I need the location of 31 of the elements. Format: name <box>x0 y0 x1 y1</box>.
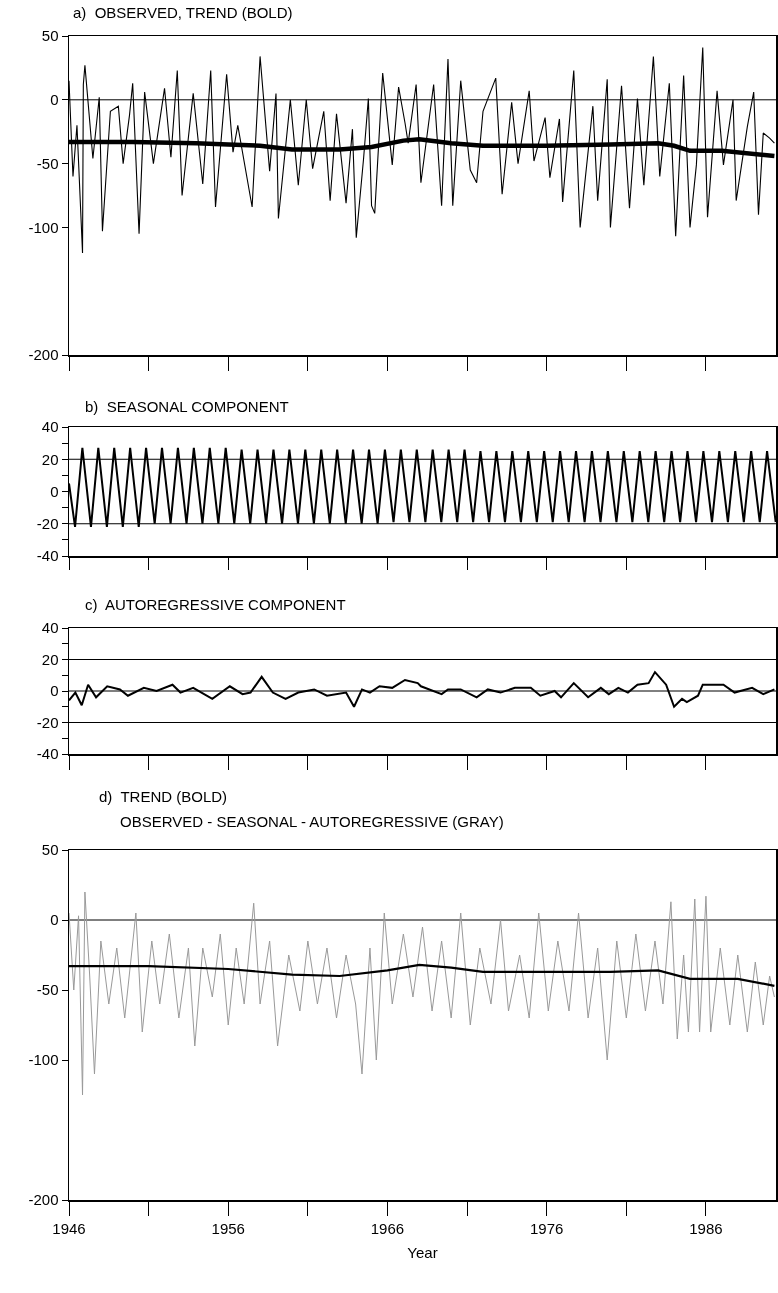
chart-subtitle: OBSERVED - SEASONAL - AUTOREGRESSIVE (GRAY) <box>120 813 504 830</box>
y-tick-label: 40 <box>41 418 59 436</box>
y-tick-label: 0 <box>50 482 59 500</box>
y-tick-label: 0 <box>50 91 59 109</box>
chart-title: b) SEASONAL COMPONENT <box>85 398 289 416</box>
y-tick-label: -100 <box>28 218 59 236</box>
y-tick-label: 40 <box>41 619 59 637</box>
x-tick-label: 1976 <box>530 1219 564 1237</box>
chart-title: d) TREND (BOLD) <box>99 788 228 806</box>
y-tick-label: -50 <box>36 154 59 172</box>
y-tick-label: 0 <box>50 911 59 929</box>
y-tick-label: -20 <box>36 713 59 731</box>
y-tick-label: -40 <box>36 745 59 763</box>
y-tick-label: 0 <box>50 682 59 700</box>
x-tick-label: 1986 <box>689 1219 723 1237</box>
x-tick-label: 1956 <box>211 1219 245 1237</box>
chart-title: c) AUTOREGRESSIVE COMPONENT <box>85 596 346 614</box>
y-tick-label: 50 <box>41 27 59 45</box>
x-tick-label: 1966 <box>370 1219 405 1237</box>
y-tick-label: -40 <box>36 547 59 565</box>
y-tick-label: -100 <box>28 1051 59 1069</box>
y-tick-label: -200 <box>28 346 59 364</box>
y-tick-label: 50 <box>41 841 59 859</box>
y-tick-label: -20 <box>36 515 59 532</box>
y-tick-label: -50 <box>36 981 59 999</box>
x-axis-title: Year <box>407 1244 438 1262</box>
y-tick-label: 20 <box>41 450 59 468</box>
y-tick-label: -200 <box>28 1191 59 1209</box>
x-tick-label: 1946 <box>52 1219 86 1237</box>
chart-title: a) OBSERVED, TREND (BOLD) <box>73 4 293 22</box>
y-tick-label: 20 <box>41 650 59 668</box>
